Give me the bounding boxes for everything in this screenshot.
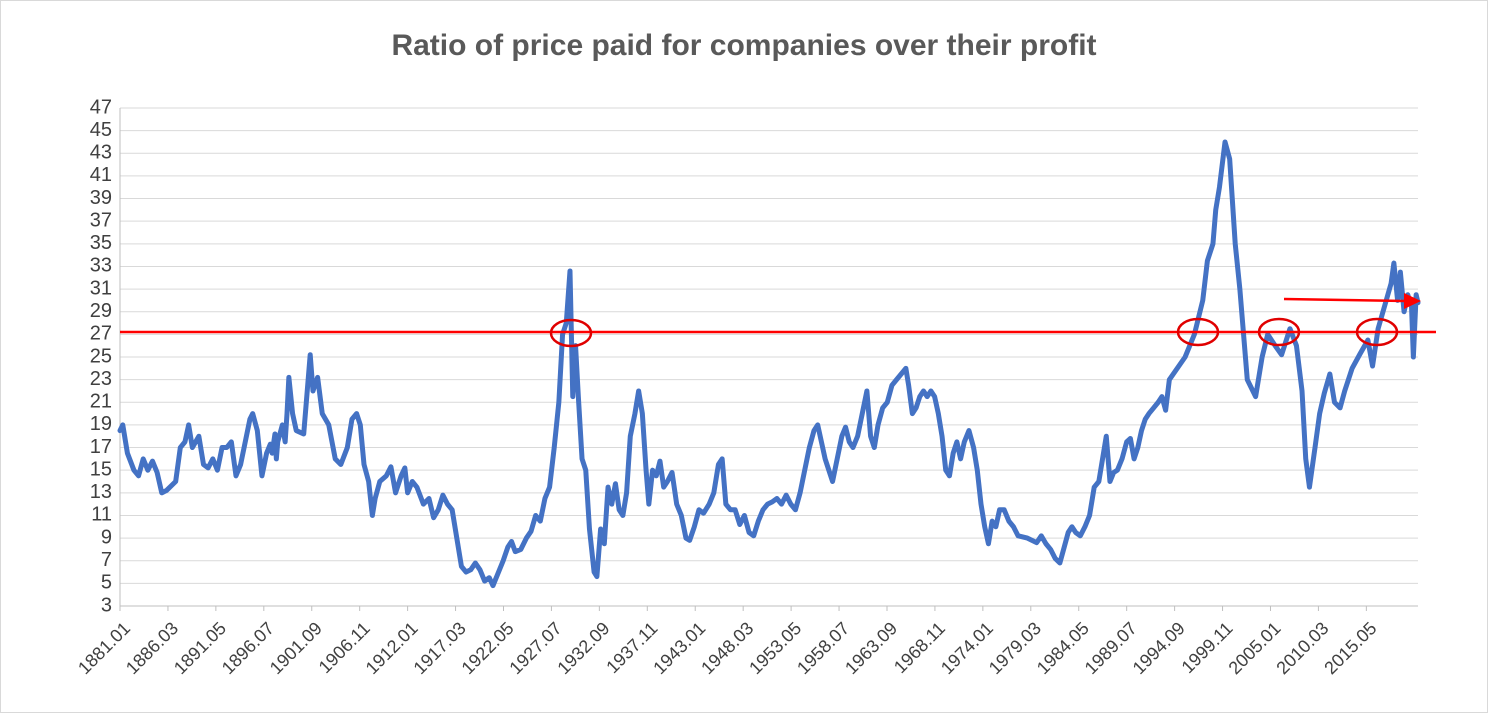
y-tick-label: 37	[90, 209, 112, 231]
y-tick-label: 39	[90, 187, 112, 209]
highlight-circle	[1257, 317, 1301, 347]
y-tick-label: 33	[90, 255, 112, 277]
y-tick-label: 45	[90, 119, 112, 141]
y-tick-label: 5	[101, 572, 112, 594]
annotations	[120, 293, 1436, 348]
y-tick-label: 9	[101, 526, 112, 548]
y-tick-label: 11	[91, 504, 112, 526]
trend-arrow-head	[1404, 293, 1421, 309]
highlight-circle	[549, 318, 593, 348]
y-tick-label: 13	[90, 481, 112, 503]
y-tick-label: 25	[90, 345, 112, 367]
y-tick-label: 23	[90, 368, 112, 390]
y-tick-label: 27	[90, 323, 112, 345]
y-tick-label: 15	[90, 458, 112, 480]
y-tick-label: 3	[101, 594, 112, 616]
chart-title: Ratio of price paid for companies over t…	[391, 29, 1096, 62]
y-tick-label: 29	[90, 300, 112, 322]
y-tick-label: 19	[90, 413, 112, 435]
y-tick-label: 21	[90, 391, 112, 413]
y-tick-label: 47	[90, 96, 112, 118]
trend-arrow	[1283, 297, 1406, 303]
highlight-circle	[1176, 317, 1220, 347]
y-tick-label: 41	[90, 164, 112, 186]
plot	[117, 139, 1421, 589]
y-tick-label: 17	[90, 436, 112, 458]
data-line	[117, 139, 1421, 589]
highlight-circle	[1355, 317, 1399, 347]
y-tick-label: 35	[90, 232, 112, 254]
y-tick-label: 43	[90, 142, 112, 164]
y-tick-label: 7	[101, 549, 112, 571]
y-tick-label: 31	[90, 277, 112, 299]
